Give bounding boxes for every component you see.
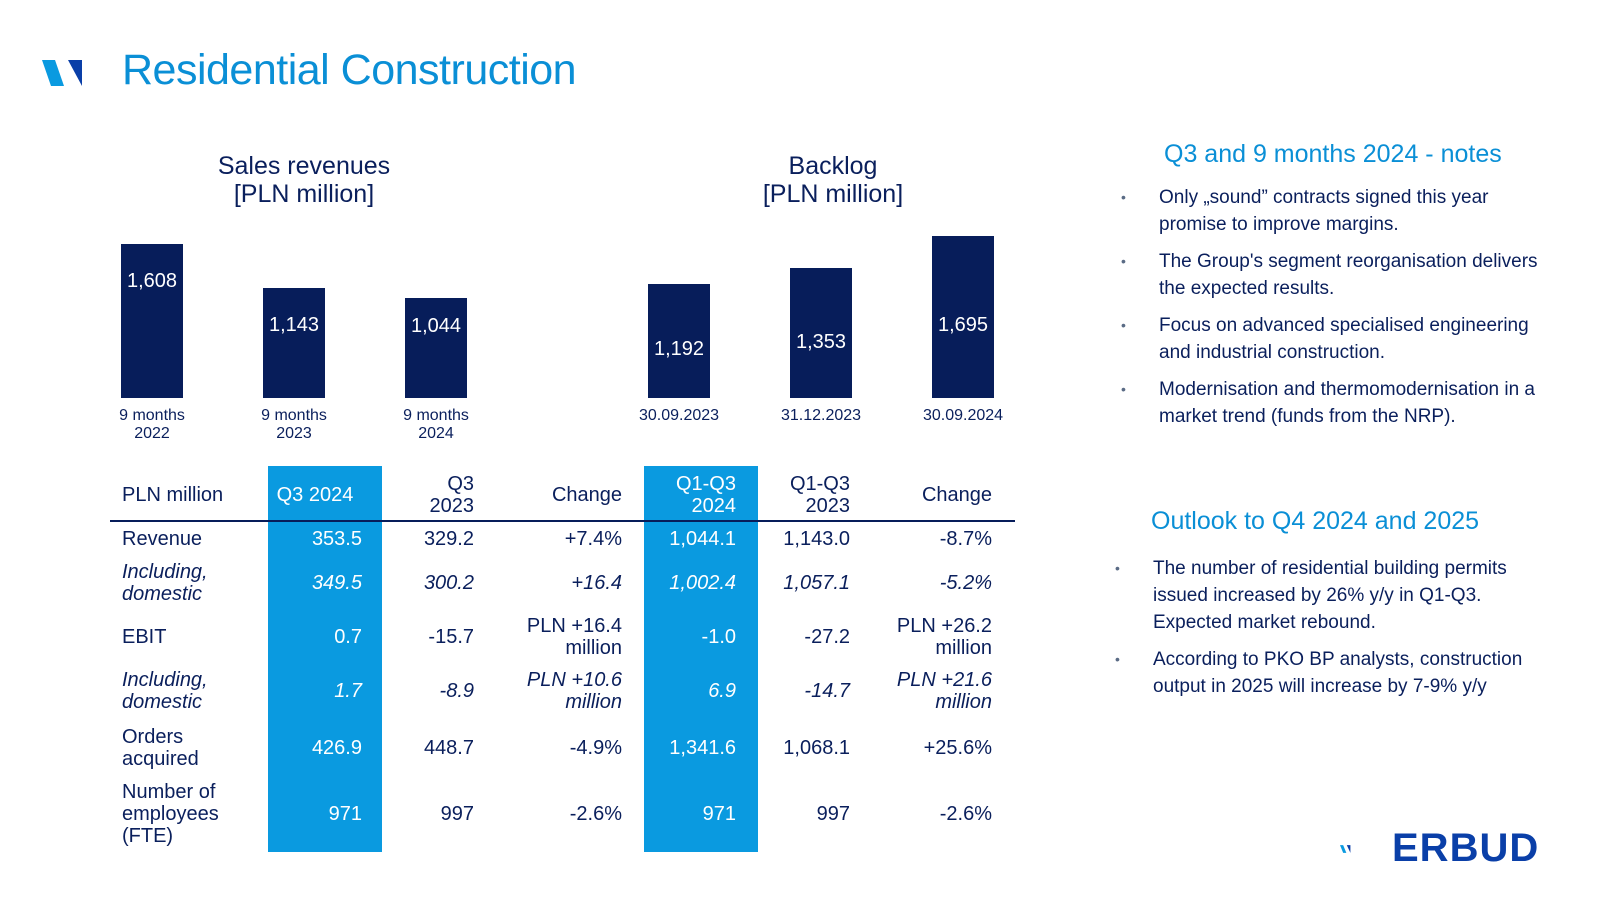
table-row-label: Including, domestic xyxy=(122,669,208,713)
table-row-label: Revenue xyxy=(122,528,203,550)
backlog-chart-title-line2: [PLN million] xyxy=(762,180,904,208)
bar-sales-2 xyxy=(405,298,467,398)
table-cell: 329.2 xyxy=(423,528,474,550)
backlog-chart-title: Backlog [PLN million] xyxy=(733,152,933,208)
table-header-cell: Change xyxy=(551,484,622,506)
erbud-logo-icon xyxy=(1340,845,1351,853)
table-row-label: EBIT xyxy=(122,626,167,648)
table-cell: -2.6% xyxy=(939,803,992,825)
highlight-column-q1q3-2024 xyxy=(644,466,758,852)
bullet-icon: • xyxy=(1121,317,1126,333)
table-cell: 997 xyxy=(440,803,474,825)
table-row-label: Number of employees (FTE) xyxy=(122,781,219,847)
table-header-cell: Change xyxy=(921,484,992,506)
table-cell: -8.9 xyxy=(439,680,474,702)
table-cell: 1,143.0 xyxy=(783,528,850,550)
table-cell: 6.9 xyxy=(708,680,736,702)
sales-chart-title: Sales revenues [PLN million] xyxy=(204,152,404,208)
table-cell: -2.6% xyxy=(569,803,622,825)
table-cell: -4.9% xyxy=(569,737,622,759)
bar-value-label: 1,192 xyxy=(653,338,705,360)
table-cell: 0.7 xyxy=(334,626,362,648)
table-header-cell: Q1-Q3 2023 xyxy=(789,473,850,517)
table-cell: -27.2 xyxy=(804,626,850,648)
bullet-icon: • xyxy=(1121,253,1126,269)
sales-chart-title-line2: [PLN million] xyxy=(233,180,375,208)
bar-value-label: 1,143 xyxy=(268,314,320,336)
table-cell: 1,068.1 xyxy=(783,737,850,759)
table-cell: -1.0 xyxy=(701,626,736,648)
table-cell: 997 xyxy=(816,803,850,825)
page-title: Residential Construction xyxy=(122,46,577,94)
table-cell: +25.6% xyxy=(923,737,992,759)
bar-category-label: 30.09.2023 xyxy=(638,407,720,424)
bar-category-label: 31.12.2023 xyxy=(780,407,862,424)
bar-value-label: 1,353 xyxy=(795,331,847,353)
highlight-column-q3-2024 xyxy=(268,466,382,852)
note-item: • Modernisation and thermomodernisation i… xyxy=(1121,376,1561,430)
bar-backlog-2 xyxy=(932,236,994,398)
table-cell: 971 xyxy=(328,803,362,825)
note-item: • The Group's segment reorganisation deli… xyxy=(1121,248,1561,302)
table-cell: +7.4% xyxy=(564,528,622,550)
note-item: • Focus on advanced specialised engineeri… xyxy=(1121,312,1561,366)
table-cell: -15.7 xyxy=(428,626,474,648)
bar-value-label: 1,044 xyxy=(410,315,462,337)
bar-backlog-0 xyxy=(648,284,710,398)
bar-category-label: 9 months 2022 xyxy=(119,407,185,442)
table-cell: 1,341.6 xyxy=(669,737,736,759)
bar-value-label: 1,608 xyxy=(126,270,178,292)
table-cell: 349.5 xyxy=(311,572,362,594)
notes-list: • Only „sound” contracts signed this year… xyxy=(1121,184,1561,440)
table-cell: 448.7 xyxy=(423,737,474,759)
table-row-label: Orders acquired xyxy=(122,726,199,770)
bullet-icon: • xyxy=(1115,651,1120,667)
table-header-cell: PLN million xyxy=(122,484,224,506)
table-cell: 1,002.4 xyxy=(669,572,736,594)
bar-sales-1 xyxy=(263,288,325,398)
table-cell: -14.7 xyxy=(804,680,850,702)
outlook-item: • The number of residential building perm… xyxy=(1115,555,1555,636)
table-header-cell: Q1-Q3 2024 xyxy=(675,473,736,517)
bar-backlog-1 xyxy=(790,268,852,398)
table-cell: -5.2% xyxy=(939,572,992,594)
brand-name: ERBUD xyxy=(1392,826,1540,870)
table-cell: PLN +26.2 million xyxy=(896,615,992,659)
outlook-title: Outlook to Q4 2024 and 2025 xyxy=(1151,507,1480,535)
table-cell: 426.9 xyxy=(311,737,362,759)
table-row-label: Including, domestic xyxy=(122,561,208,605)
bar-category-label: 30.09.2024 xyxy=(922,407,1004,424)
note-item: • Only „sound” contracts signed this year… xyxy=(1121,184,1561,238)
bar-category-label: 9 months 2024 xyxy=(403,407,469,442)
bullet-icon: • xyxy=(1121,381,1126,397)
table-cell: 971 xyxy=(702,803,736,825)
table-cell: 353.5 xyxy=(311,528,362,550)
table-cell: -8.7% xyxy=(939,528,992,550)
table-cell: PLN +21.6 million xyxy=(896,669,992,713)
logo-mark-icon xyxy=(42,60,82,86)
table-header-divider xyxy=(110,520,1015,522)
notes-title: Q3 and 9 months 2024 - notes xyxy=(1164,140,1502,168)
bar-sales-0 xyxy=(121,244,183,398)
table-cell: PLN +16.4 million xyxy=(526,615,622,659)
table-header-cell: Q3 2024 xyxy=(276,484,354,506)
bullet-icon: • xyxy=(1115,560,1120,576)
bar-category-label: 9 months 2023 xyxy=(261,407,327,442)
table-cell: 1.7 xyxy=(334,680,362,702)
backlog-chart-title-line1: Backlog xyxy=(788,152,878,180)
bullet-icon: • xyxy=(1121,189,1126,205)
outlook-item: • According to PKO BP analysts, construct… xyxy=(1115,646,1555,700)
table-header-cell: Q3 2023 xyxy=(429,473,475,517)
bar-value-label: 1,695 xyxy=(937,314,989,336)
table-cell: 1,044.1 xyxy=(669,528,736,550)
table-cell: 1,057.1 xyxy=(783,572,850,594)
table-cell: +16.4 xyxy=(571,572,622,594)
table-cell: PLN +10.6 million xyxy=(526,669,622,713)
sales-chart-title-line1: Sales revenues xyxy=(217,152,391,180)
outlook-list: • The number of residential building perm… xyxy=(1115,555,1555,710)
table-cell: 300.2 xyxy=(423,572,474,594)
